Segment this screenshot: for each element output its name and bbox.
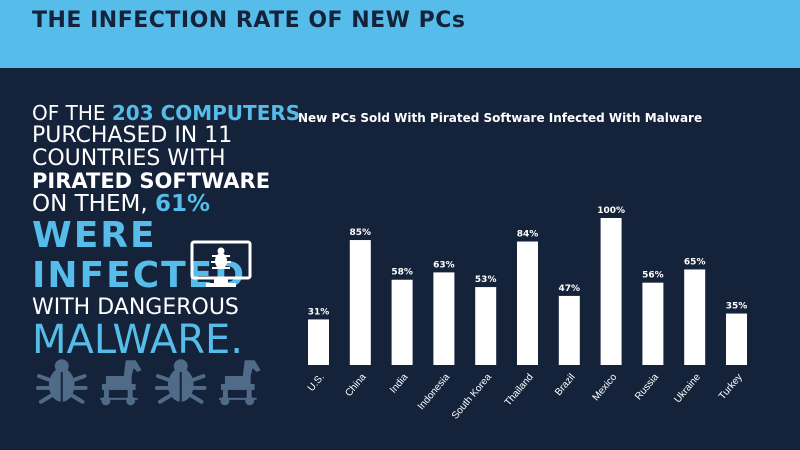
bar-turkey — [726, 313, 747, 365]
data-label-ukraine: 65% — [684, 257, 706, 267]
tick-label-china: China — [343, 372, 369, 399]
bug-icon — [155, 359, 207, 404]
bar-india — [391, 279, 413, 365]
data-label-turkey: 35% — [726, 302, 748, 312]
stat-line-1: Of the 203 computers — [32, 101, 300, 125]
tick-label-russia: Russia — [633, 372, 661, 403]
data-label-russia: 56% — [642, 271, 664, 281]
stat-line-7: infected — [32, 254, 247, 296]
stat-line-4: pirated software — [32, 169, 271, 194]
data-label-china: 85% — [350, 228, 372, 238]
trojan-horse-icon — [218, 360, 261, 406]
bar-mexico — [600, 218, 622, 365]
stat-line-5: on them, 61% — [32, 192, 272, 216]
bar-south-korea — [475, 287, 497, 365]
stat-line-8: with dangerous — [32, 294, 239, 320]
stat-line-9: malware. — [32, 316, 243, 363]
stat-line-6: were — [32, 215, 157, 257]
stat-highlight-count: 203 computers — [111, 101, 301, 125]
data-label-brazil: 47% — [559, 284, 581, 294]
data-label-u-s: 31% — [308, 307, 330, 317]
page-title: THE INFECTION RATE OF NEW PCs — [32, 8, 466, 33]
stat-highlight-percent: 61% — [154, 191, 211, 218]
tick-label-india: India — [388, 372, 411, 396]
stat-block: Of the 203 computers purchased in 11 cou… — [32, 101, 300, 363]
bar-chart: 31% U.S. 85% China 58% India 63% Indonesia 53% So… — [306, 206, 748, 422]
bar-china — [349, 240, 371, 365]
data-label-india: 58% — [391, 268, 413, 278]
stat-text: on them, — [32, 191, 155, 218]
chart-title: New PCs Sold With Pirated Software Infec… — [298, 111, 703, 125]
header-banner: THE INFECTION RATE OF NEW PCs — [0, 0, 800, 68]
infected-monitor-icon — [190, 240, 252, 287]
data-label-thailand: 84% — [517, 230, 539, 240]
tick-label-u-s: U.S. — [306, 372, 327, 394]
bar-thailand — [517, 241, 538, 365]
stat-text: Of the — [32, 101, 112, 125]
tick-label-brazil: Brazil — [553, 372, 578, 398]
stat-line-2: purchased in 11 — [32, 123, 233, 148]
bug-icon — [36, 359, 88, 404]
stat-line-3: countries with — [32, 146, 226, 172]
bar-ukraine — [684, 269, 706, 365]
bar-indonesia — [433, 272, 455, 365]
data-label-south-korea: 53% — [475, 275, 497, 285]
bar-brazil — [558, 295, 580, 365]
data-label-mexico: 100% — [597, 206, 625, 216]
trojan-horse-icon — [99, 360, 142, 406]
tick-label-ukraine: Ukraine — [672, 372, 703, 406]
bar-russia — [642, 282, 664, 365]
tick-label-indonesia: Indonesia — [416, 372, 453, 413]
tick-label-south-korea: South Korea — [450, 372, 494, 422]
data-label-indonesia: 63% — [433, 260, 455, 270]
tick-label-turkey: Turkey — [717, 372, 745, 402]
tick-label-mexico: Mexico — [591, 372, 620, 404]
tick-label-thailand: Thailand — [503, 372, 536, 408]
bar-u-s — [308, 319, 329, 365]
icon-row — [36, 358, 266, 406]
